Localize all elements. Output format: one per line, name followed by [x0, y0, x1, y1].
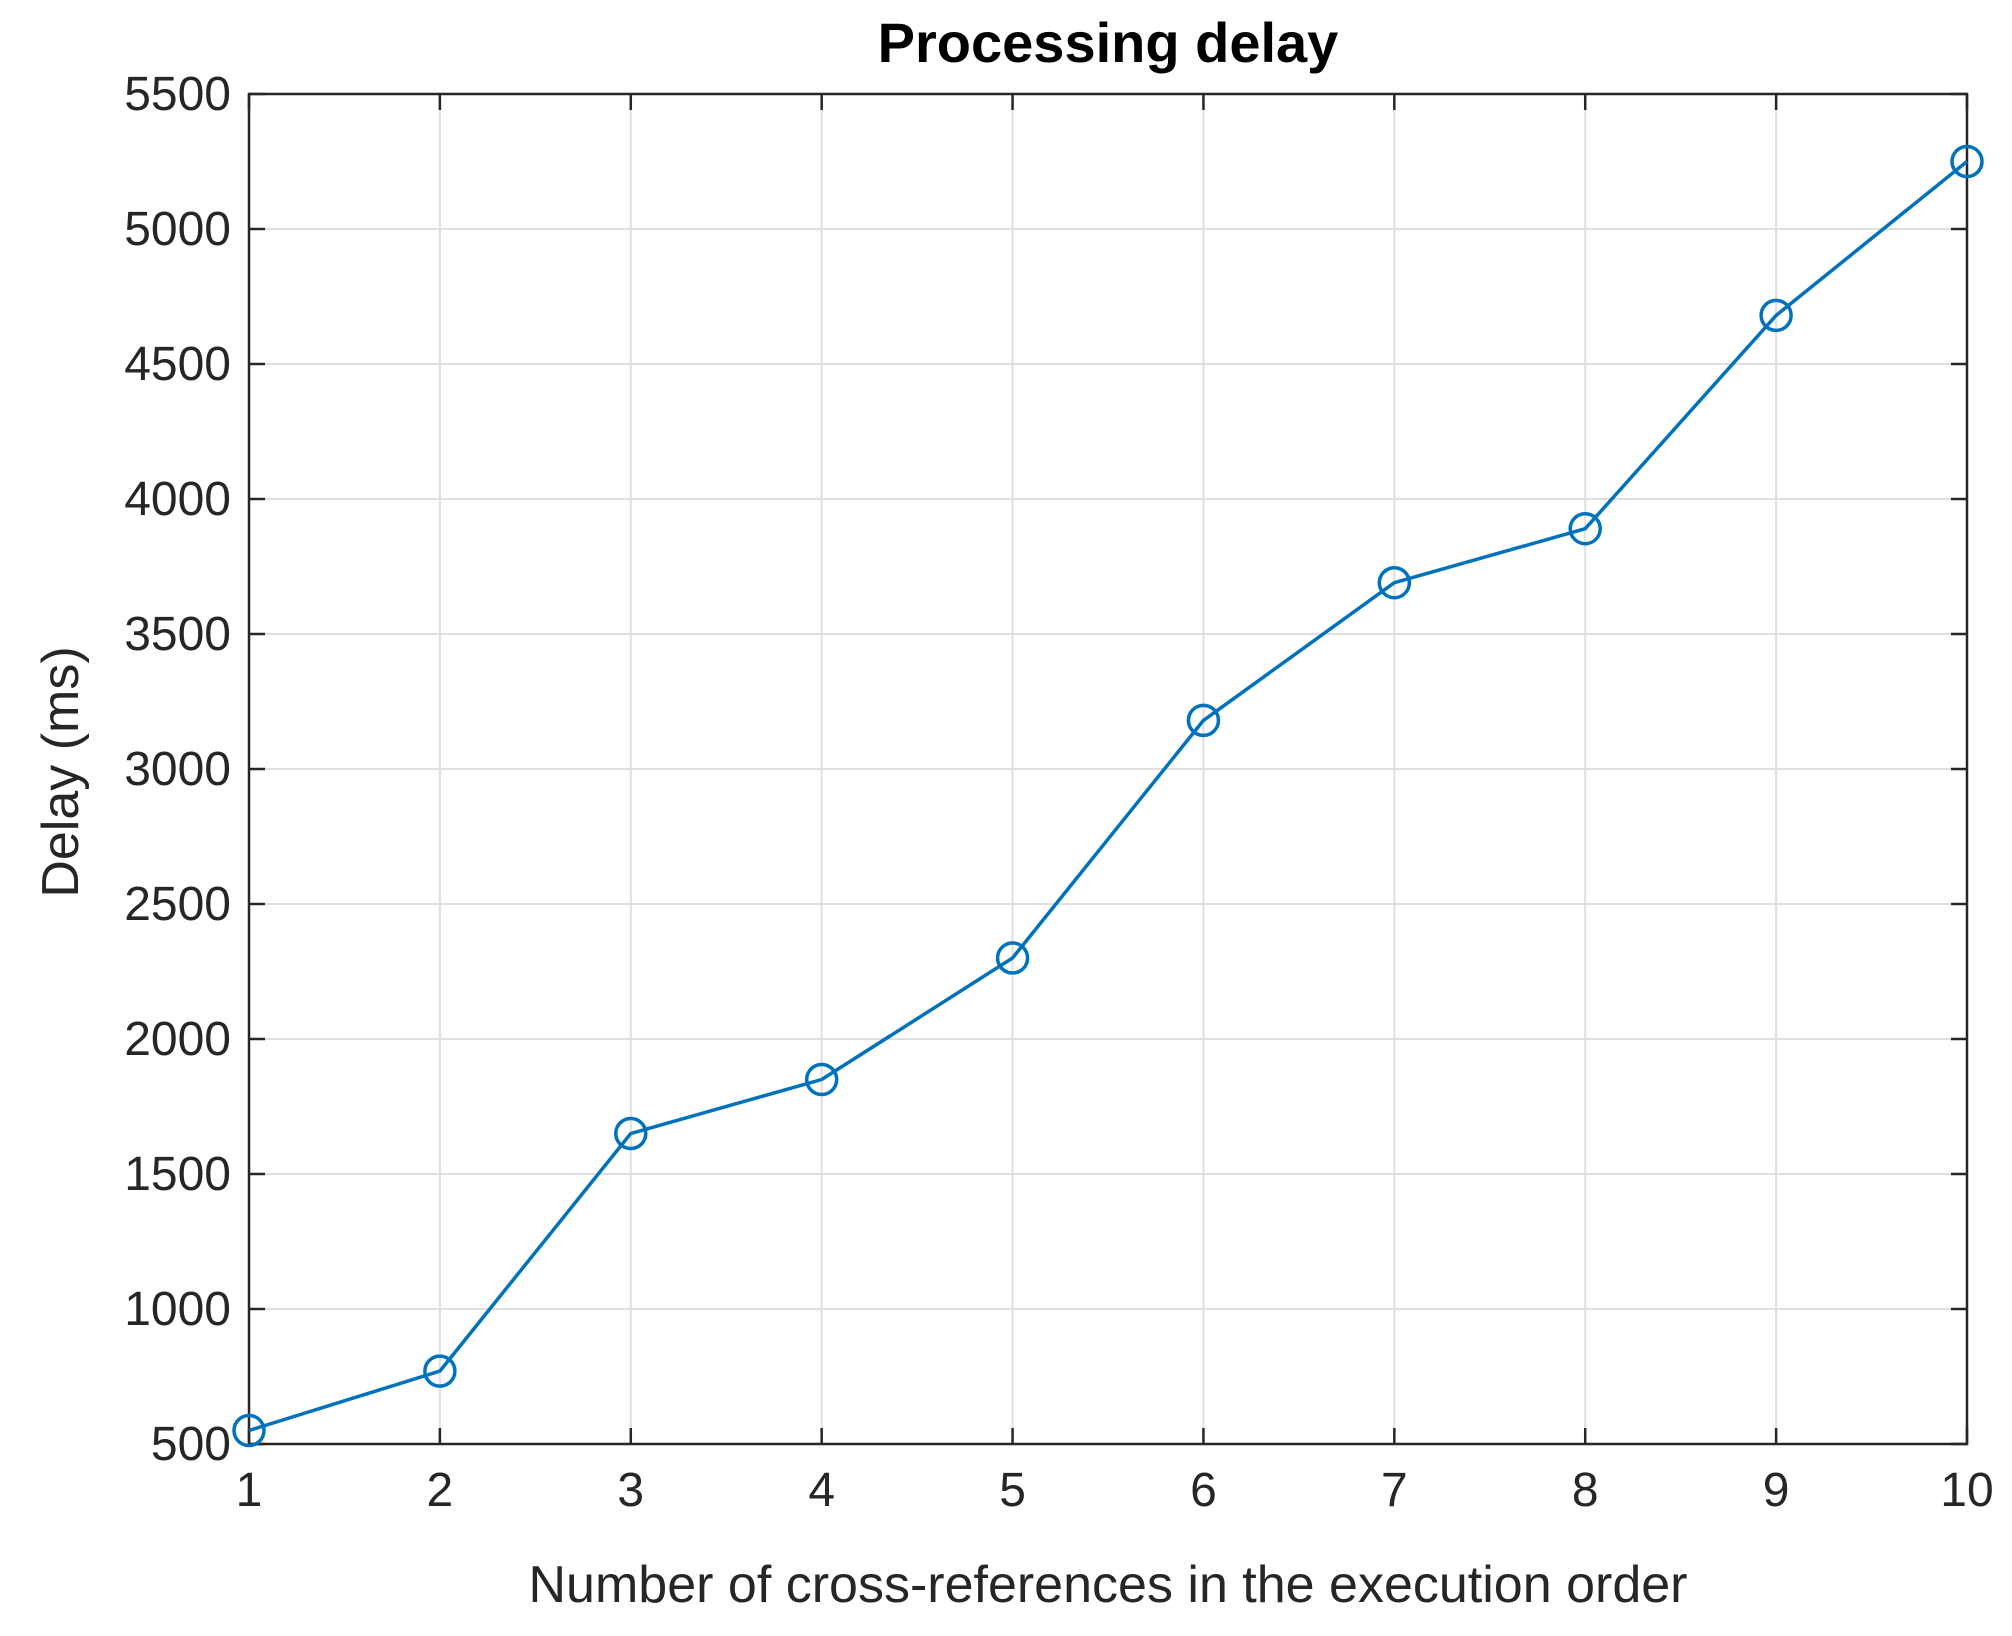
- data-point-marker: [1759, 298, 1793, 333]
- x-tick-label: 6: [1190, 1464, 1217, 1517]
- x-tick-label: 4: [808, 1464, 835, 1517]
- x-tick-label: 1: [236, 1464, 263, 1517]
- x-tick-label: 9: [1763, 1464, 1790, 1517]
- data-point-marker: [614, 1116, 648, 1151]
- y-tick-label: 4500: [124, 338, 231, 391]
- data-point-marker: [423, 1354, 457, 1388]
- series-line: [248, 160, 1969, 1433]
- y-axis-ticks: 500 1000 1500 2000 2500 3000 3500 4000 4500 5000 5…: [124, 68, 1967, 1471]
- x-tick-label: 5: [999, 1464, 1026, 1517]
- x-tick-label: 2: [427, 1464, 454, 1517]
- y-tick-label: 2500: [124, 878, 231, 931]
- y-tick-label: 5000: [124, 203, 231, 256]
- x-tick-label: 3: [617, 1464, 644, 1517]
- y-tick-label: 2000: [124, 1013, 231, 1066]
- x-tick-label: 7: [1381, 1464, 1408, 1517]
- y-tick-label: 1000: [124, 1283, 231, 1336]
- x-axis-ticks: 1 2 3 4 5 6 7 8 9 10: [236, 94, 1994, 1517]
- data-point-marker: [1377, 565, 1412, 600]
- data-point-marker: [1950, 144, 1984, 179]
- y-tick-label: 1500: [124, 1148, 231, 1201]
- chart-title: Processing delay: [878, 11, 1339, 74]
- y-tick-label: 5500: [124, 68, 231, 121]
- y-tick-label: 3000: [124, 743, 231, 796]
- y-tick-label: 500: [151, 1418, 231, 1471]
- data-point-marker: [1186, 703, 1221, 738]
- y-tick-label: 4000: [124, 473, 231, 526]
- x-tick-label: 8: [1572, 1464, 1599, 1517]
- series: [232, 144, 1984, 1448]
- grid: [248, 93, 1968, 1445]
- y-axis-label: Delay (ms): [32, 646, 90, 897]
- data-point-marker: [1568, 511, 1602, 546]
- data-point-marker: [995, 941, 1030, 975]
- x-tick-label: 10: [1940, 1464, 1993, 1517]
- data-point-marker: [232, 1413, 266, 1448]
- x-axis-label: Number of cross-references in the execut…: [529, 1556, 1688, 1614]
- data-point-marker: [804, 1062, 839, 1097]
- y-tick-label: 3500: [124, 608, 231, 661]
